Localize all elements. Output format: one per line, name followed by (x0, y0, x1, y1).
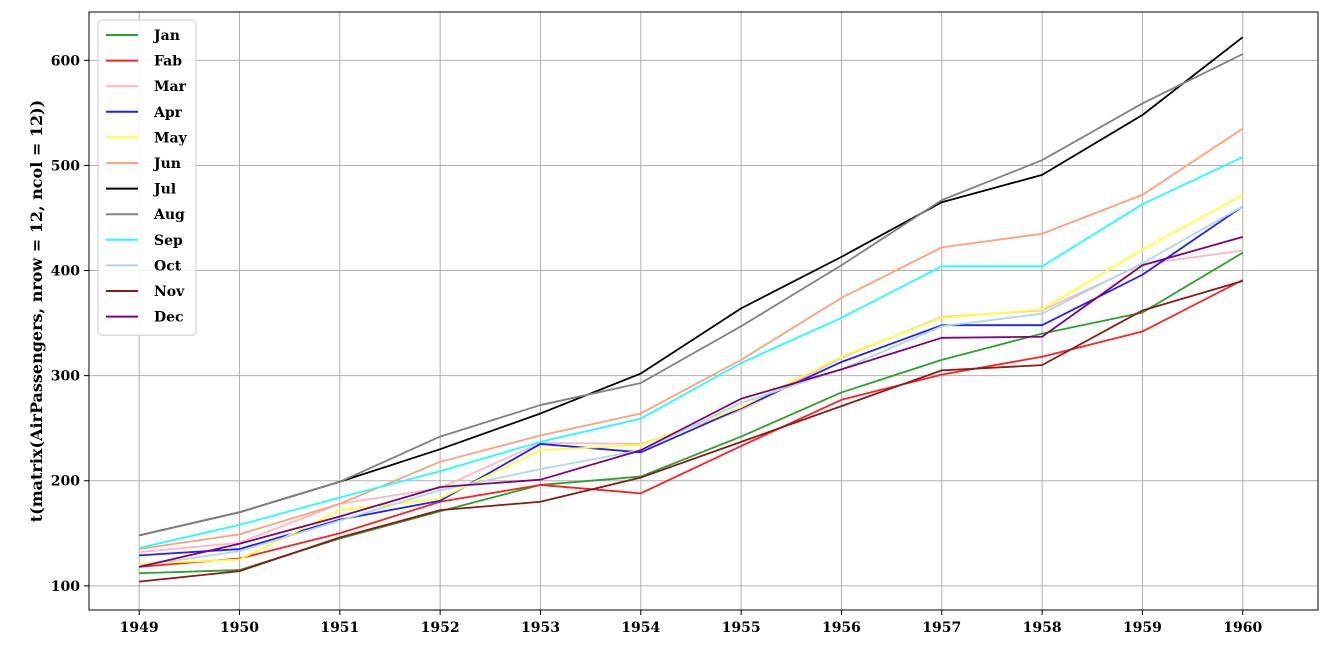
x-tick-label: 1952 (421, 620, 460, 636)
legend-label: Dec (154, 310, 184, 326)
series-line-aug (138, 53, 1244, 537)
x-tick-label: 1951 (320, 620, 359, 636)
series-line-may (139, 194, 1244, 565)
legend-label: May (154, 130, 188, 146)
x-tick-label: 1955 (722, 620, 761, 636)
series-line-jun (139, 127, 1244, 550)
legend-label: Apr (153, 105, 183, 121)
x-axis: 1949 1950 1951 1952 1953 1954 1955 1956 1957 1958… (120, 610, 1262, 636)
x-tick-label: 1956 (822, 620, 861, 636)
legend: Jan Fab Mar Apr May Jun Jul Aug Sep Oct Nov Dec (97, 19, 197, 336)
series-line-sep (138, 156, 1244, 549)
y-tick-label: 600 (51, 53, 80, 69)
y-tick-label: 400 (51, 264, 80, 280)
x-tick-label: 1953 (521, 620, 560, 636)
legend-label: Sep (154, 233, 183, 249)
y-tick-label: 100 (51, 579, 80, 595)
series-line-apr (139, 205, 1244, 557)
series-line-dec (138, 236, 1244, 568)
legend-label: Nov (154, 284, 185, 300)
x-tick-label: 1960 (1223, 620, 1262, 636)
legend-label: Oct (154, 258, 182, 274)
y-tick-label: 200 (51, 474, 80, 490)
legend-box (97, 19, 197, 336)
y-tick-label: 300 (51, 369, 80, 385)
x-tick-label: 1959 (1123, 620, 1162, 636)
x-tick-label: 1949 (120, 620, 159, 636)
x-tick-label: 1957 (922, 620, 961, 636)
y-tick-label: 500 (51, 158, 80, 174)
y-axis-label: t(matrix(AirPassengers, nrow = 12, ncol … (27, 100, 46, 522)
plot-frame (88, 11, 1319, 611)
legend-label: Jun (152, 156, 181, 172)
legend-label: Fab (154, 54, 182, 70)
series-line-oct (139, 205, 1244, 567)
legend-label: Jul (152, 182, 176, 198)
x-tick-label: 1958 (1023, 620, 1062, 636)
x-tick-label: 1950 (220, 620, 259, 636)
y-axis: 100 200 300 400 500 600 (51, 53, 89, 595)
series-lines (138, 36, 1244, 583)
x-tick-label: 1954 (621, 620, 660, 636)
grid-lines (89, 12, 1318, 610)
legend-label: Jan (152, 28, 180, 44)
series-line-nov (139, 280, 1244, 583)
series-line-fab (139, 279, 1244, 568)
legend-label: Mar (154, 79, 187, 95)
legend-label: Aug (153, 207, 185, 223)
